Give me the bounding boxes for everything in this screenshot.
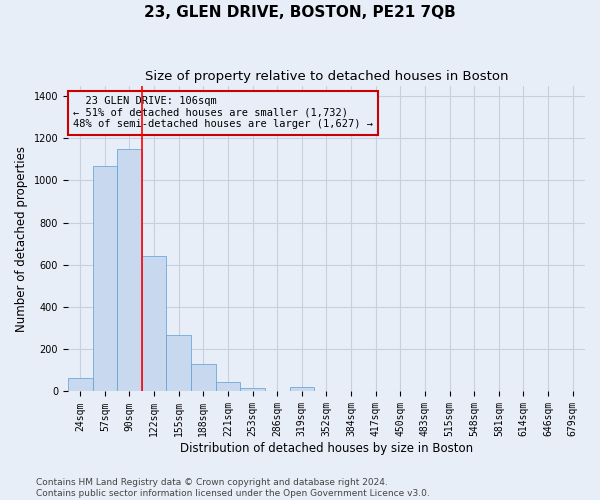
- Bar: [92, 166, 117, 392]
- Text: Contains HM Land Registry data © Crown copyright and database right 2024.
Contai: Contains HM Land Registry data © Crown c…: [36, 478, 430, 498]
- Text: 23, GLEN DRIVE, BOSTON, PE21 7QB: 23, GLEN DRIVE, BOSTON, PE21 7QB: [144, 5, 456, 20]
- Bar: [191, 364, 215, 392]
- Bar: [215, 382, 240, 392]
- Text: 23 GLEN DRIVE: 106sqm
← 51% of detached houses are smaller (1,732)
48% of semi-d: 23 GLEN DRIVE: 106sqm ← 51% of detached …: [73, 96, 373, 130]
- Title: Size of property relative to detached houses in Boston: Size of property relative to detached ho…: [145, 70, 508, 83]
- Bar: [142, 256, 166, 392]
- Bar: [68, 378, 92, 392]
- Bar: [240, 388, 265, 392]
- Y-axis label: Number of detached properties: Number of detached properties: [15, 146, 28, 332]
- Bar: [166, 334, 191, 392]
- X-axis label: Distribution of detached houses by size in Boston: Distribution of detached houses by size …: [180, 442, 473, 455]
- Bar: [290, 388, 314, 392]
- Bar: [117, 149, 142, 392]
